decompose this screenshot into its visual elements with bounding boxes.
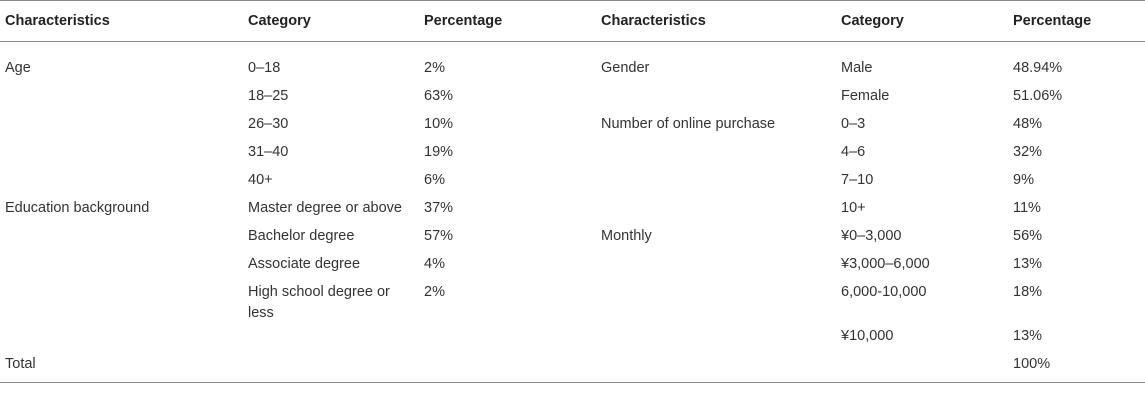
table-cell: 100% <box>1008 352 1145 383</box>
table-cell: 2% <box>424 284 445 300</box>
table-cell <box>419 324 596 352</box>
demographics-table: Characteristics Category Percentage Char… <box>0 0 1145 383</box>
table-cell: Bachelor degree <box>248 228 355 244</box>
table-cell: 32% <box>1013 144 1043 160</box>
table-row: Age 0–18 2% Gender Male 48.94% <box>0 42 1145 85</box>
table-cell: 37% <box>424 200 454 216</box>
table-row: 40+ 6% 7–10 9% <box>0 168 1145 196</box>
table-cell: ¥3,000–6,000 <box>841 256 930 272</box>
table-row: 18–25 63% Female 51.06% <box>0 84 1145 112</box>
table-row: Bachelor degree 57% Monthly ¥0–3,000 56% <box>0 224 1145 252</box>
table-cell: 48.94% <box>1013 60 1063 76</box>
table-cell: 2% <box>424 60 445 76</box>
table-cell <box>596 352 836 383</box>
table-cell: 13% <box>1013 256 1043 272</box>
table-cell <box>419 352 596 383</box>
table-row: High school degree or less 2% 6,000-10,0… <box>0 280 1145 324</box>
table-cell: 6,000-10,000 <box>841 284 927 300</box>
table-cell: 0–18 <box>248 60 281 76</box>
table-cell: Male <box>841 60 873 76</box>
table-cell <box>0 324 243 352</box>
table-cell: 31–40 <box>248 144 289 160</box>
table-header-row: Characteristics Category Percentage Char… <box>0 0 1145 42</box>
table-row: Education background Master degree or ab… <box>0 196 1145 224</box>
table-cell: 4–6 <box>841 144 866 160</box>
table-cell <box>0 168 243 196</box>
table-cell: 0–3 <box>841 116 866 132</box>
table-row: ¥10,000 13% <box>0 324 1145 352</box>
table-cell: 26–30 <box>248 116 289 132</box>
table-cell: 10% <box>424 116 454 132</box>
table-cell: Age <box>5 60 31 76</box>
table-cell: Associate degree <box>248 256 361 272</box>
table-cell: 4% <box>424 256 445 272</box>
table-cell <box>0 280 243 324</box>
table-cell: 10+ <box>841 200 866 216</box>
table-cell: 6% <box>424 172 445 188</box>
table-row-total: Total 100% <box>0 352 1145 383</box>
table-cell: 18–25 <box>248 88 289 104</box>
table-cell: 51.06% <box>1013 88 1063 104</box>
table-cell: 19% <box>424 144 454 160</box>
table-cell: 18% <box>1013 284 1043 300</box>
table-cell: High school degree or less <box>248 284 390 321</box>
table-row: Associate degree 4% ¥3,000–6,000 13% <box>0 252 1145 280</box>
table-cell: Education background <box>5 200 150 216</box>
table-cell <box>596 324 836 352</box>
table-cell <box>596 280 836 324</box>
table-cell <box>0 224 243 252</box>
header-characteristics-right: Characteristics <box>596 0 836 42</box>
table-cell: 7–10 <box>841 172 874 188</box>
table-cell: Gender <box>601 60 650 76</box>
table-cell: 40+ <box>248 172 273 188</box>
table-cell <box>596 196 836 224</box>
table-cell: Number of online purchase <box>601 116 776 132</box>
header-characteristics-left: Characteristics <box>0 0 243 42</box>
table-cell: 56% <box>1013 228 1043 244</box>
table-cell <box>0 252 243 280</box>
table-cell <box>596 84 836 112</box>
table-cell <box>596 252 836 280</box>
table-cell: 11% <box>1013 200 1041 216</box>
table-row: 26–30 10% Number of online purchase 0–3 … <box>0 112 1145 140</box>
table-cell: ¥10,000 <box>841 328 894 344</box>
table-cell: 13% <box>1013 328 1043 344</box>
table-cell <box>243 324 419 352</box>
table-cell: Total <box>0 352 243 383</box>
table-cell: ¥0–3,000 <box>841 228 902 244</box>
table-cell <box>243 352 419 383</box>
table-cell <box>0 84 243 112</box>
table-cell: 9% <box>1013 172 1034 188</box>
table-cell <box>0 140 243 168</box>
table-cell: 57% <box>424 228 454 244</box>
table-cell: Master degree or above <box>248 200 402 216</box>
header-percentage-left: Percentage <box>419 0 596 42</box>
table-cell: 48% <box>1013 116 1043 132</box>
table-cell <box>836 352 1008 383</box>
table-cell <box>0 112 243 140</box>
table-cell: Monthly <box>601 228 652 244</box>
table-cell <box>596 168 836 196</box>
header-category-right: Category <box>836 0 1008 42</box>
table-cell <box>596 140 836 168</box>
header-category-left: Category <box>243 0 419 42</box>
table-cell: 63% <box>424 88 454 104</box>
table-cell: Female <box>841 88 890 104</box>
table-row: 31–40 19% 4–6 32% <box>0 140 1145 168</box>
header-percentage-right: Percentage <box>1008 0 1145 42</box>
